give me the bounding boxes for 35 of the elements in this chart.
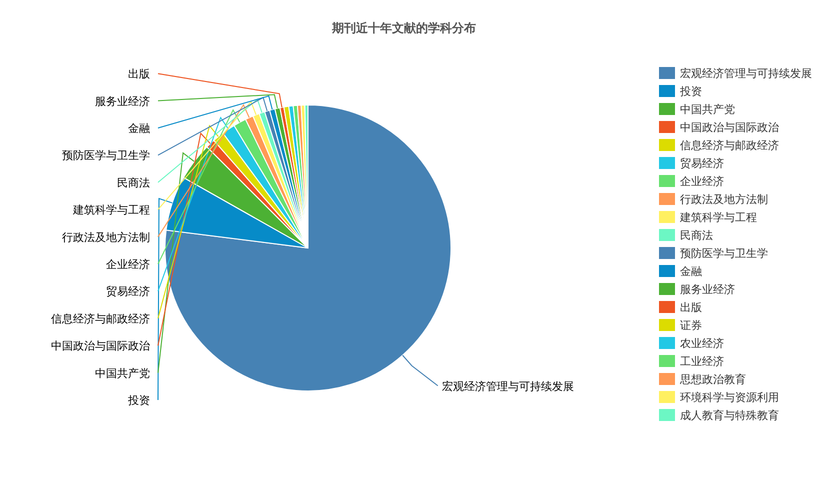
slice-label: 中国政治与国际政治	[51, 340, 150, 353]
legend-label: 中国共产党	[680, 103, 735, 116]
legend-label: 宏观经济管理与可持续发展	[680, 67, 812, 80]
legend-label: 中国政治与国际政治	[680, 121, 779, 134]
chart-title: 期刊近十年文献的学科分布	[331, 21, 476, 35]
slice-label: 投资	[127, 394, 150, 407]
legend-label: 企业经济	[680, 175, 724, 188]
legend-label: 信息经济与邮政经济	[680, 139, 779, 152]
slice-label: 民商法	[117, 176, 150, 190]
slice-label: 贸易经济	[106, 285, 150, 298]
slice-label: 服务业经济	[95, 94, 150, 108]
legend-label: 民商法	[680, 229, 713, 242]
legend-label: 投资	[679, 85, 702, 98]
legend-label: 成人教育与特殊教育	[680, 409, 779, 422]
legend-label: 行政法及地方法制	[680, 193, 768, 206]
legend-label: 环境科学与资源利用	[680, 391, 779, 404]
legend-label: 农业经济	[680, 337, 724, 350]
slice-label: 企业经济	[106, 258, 150, 271]
slice-label: 建筑科学与工程	[72, 204, 150, 217]
slice-label: 预防医学与卫生学	[62, 149, 150, 162]
slice-label: 金融	[128, 122, 150, 135]
legend-label: 工业经济	[680, 355, 724, 368]
slice-label: 行政法及地方法制	[62, 230, 150, 244]
legend-label: 建筑科学与工程	[679, 211, 757, 224]
slice-label: 出版	[128, 68, 150, 81]
slice-label: 宏观经济管理与可持续发展	[442, 380, 574, 393]
legend-label: 服务业经济	[680, 283, 735, 296]
legend-label: 贸易经济	[680, 157, 724, 170]
slice-label: 信息经济与邮政经济	[51, 312, 150, 326]
legend-label: 预防医学与卫生学	[680, 247, 768, 260]
slice-label: 中国共产党	[95, 366, 150, 380]
legend-label: 思想政治教育	[679, 373, 746, 386]
legend-label: 出版	[680, 301, 702, 314]
legend-label: 金融	[680, 265, 702, 278]
legend-label: 证券	[680, 319, 702, 332]
